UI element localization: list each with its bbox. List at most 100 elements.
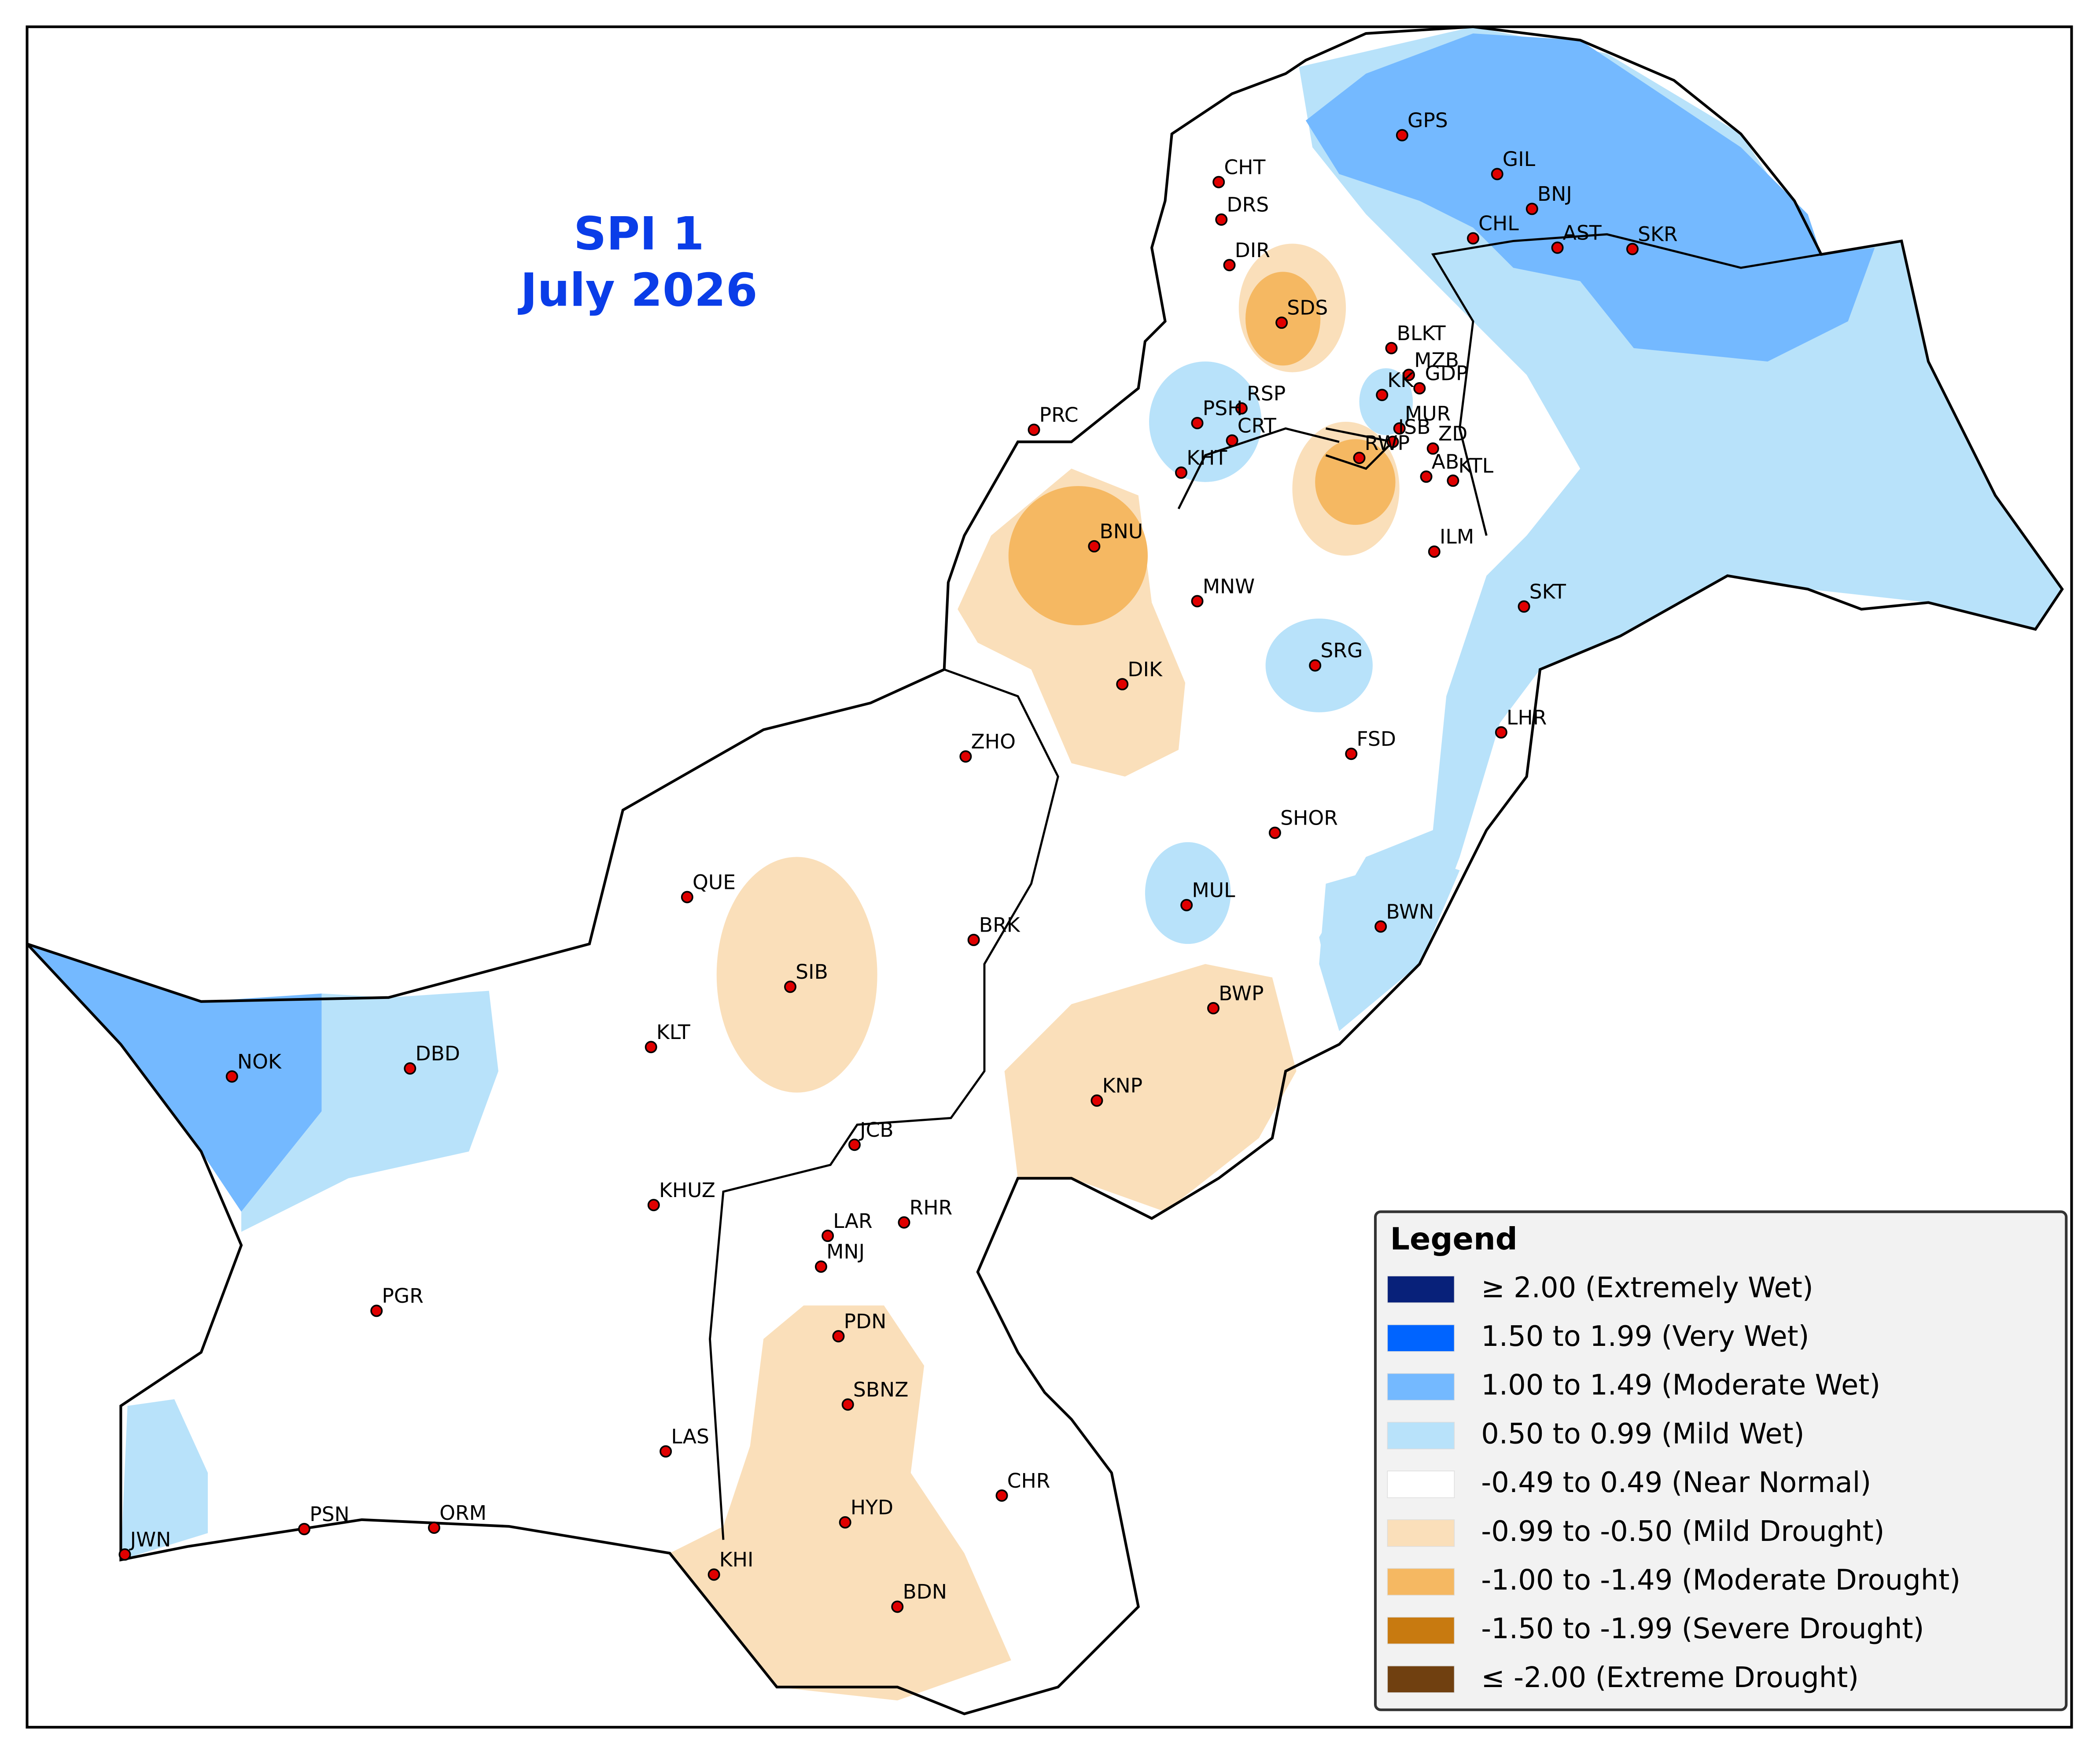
station-label: RHR xyxy=(910,1196,953,1219)
station-marker xyxy=(841,1398,854,1411)
station-label: ZD xyxy=(1438,422,1467,446)
station-marker xyxy=(1116,678,1129,691)
station-marker xyxy=(370,1304,383,1317)
station-label: GPS xyxy=(1407,109,1448,132)
station-label: KTL xyxy=(1459,454,1494,478)
station-marker xyxy=(839,1516,851,1529)
station-marker xyxy=(1226,434,1238,447)
station-marker xyxy=(1467,232,1480,245)
station-marker xyxy=(1088,540,1101,553)
station-label: MUL xyxy=(1192,879,1235,902)
station-marker xyxy=(1028,424,1040,436)
station-marker xyxy=(1551,241,1564,254)
station-marker xyxy=(1215,213,1228,226)
station-label: MNJ xyxy=(826,1240,865,1264)
station-label: SKT xyxy=(1529,580,1566,603)
station-marker xyxy=(707,1568,720,1581)
station-label: MZB xyxy=(1414,348,1459,372)
station-label: KK xyxy=(1387,368,1414,392)
station-label: KHT xyxy=(1186,446,1227,469)
station-marker xyxy=(1420,470,1433,483)
station-marker xyxy=(1223,259,1236,272)
station-label: GDP xyxy=(1425,362,1468,385)
station-marker xyxy=(1376,389,1389,402)
station-label: FSD xyxy=(1356,727,1396,751)
station-marker xyxy=(225,1070,238,1083)
station-label: ZHO xyxy=(971,730,1016,753)
station-label: CHL xyxy=(1478,212,1519,235)
station-marker xyxy=(1345,748,1358,760)
legend-swatch xyxy=(1387,1324,1455,1352)
station-marker xyxy=(1396,129,1408,142)
station-label: RSP xyxy=(1247,382,1286,405)
legend-swatch xyxy=(1387,1275,1455,1303)
station-label: SHOR xyxy=(1280,806,1338,829)
station-marker xyxy=(814,1260,827,1273)
station-label: KLT xyxy=(656,1021,690,1044)
station-label: SKR xyxy=(1638,222,1678,246)
spi-area xyxy=(1145,842,1231,944)
station-label: BNU xyxy=(1100,520,1143,543)
country-outline xyxy=(26,25,2064,1715)
station-label: LAR xyxy=(833,1209,872,1233)
station-label: PDN xyxy=(844,1310,887,1333)
legend: Legend ≥ 2.00 (Extremely Wet) 1.50 to 1.9… xyxy=(1374,1210,2068,1711)
station-marker xyxy=(967,933,980,946)
station-label: PRC xyxy=(1039,403,1079,427)
legend-label: -0.99 to -0.50 (Mild Drought) xyxy=(1481,1515,1884,1548)
station-marker xyxy=(822,1230,834,1242)
station-label: DBD xyxy=(415,1042,460,1065)
station-label: JWN xyxy=(129,1528,171,1551)
station-label: DRS xyxy=(1227,193,1269,217)
station-label: MNW xyxy=(1203,575,1255,598)
frame xyxy=(26,25,2073,1729)
station-marker xyxy=(1426,442,1439,455)
station-marker xyxy=(404,1062,416,1075)
spi-area xyxy=(716,857,877,1093)
station-label: BWP xyxy=(1219,982,1264,1005)
spi-area xyxy=(670,1305,1011,1701)
province-border xyxy=(709,233,1822,1540)
station-marker xyxy=(1518,600,1530,613)
station-label: CRT xyxy=(1238,414,1276,437)
legend-label: ≤ -2.00 (Extreme Drought) xyxy=(1481,1662,1859,1694)
station-label: PGR xyxy=(382,1284,424,1308)
station-marker xyxy=(1191,595,1204,608)
station-marker xyxy=(1212,176,1225,188)
station-marker xyxy=(1191,417,1204,430)
station-label: BLKT xyxy=(1397,321,1446,345)
station-marker xyxy=(428,1522,441,1534)
station-marker xyxy=(1447,474,1459,487)
spi-area xyxy=(1149,361,1262,482)
spi-area xyxy=(1305,33,1875,362)
station-marker xyxy=(118,1548,131,1561)
station-label: RWP xyxy=(1365,431,1410,455)
map-subtitle: July 2026 xyxy=(518,264,758,317)
station-marker xyxy=(1235,402,1248,415)
station-marker xyxy=(995,1489,1008,1502)
station-label: KNP xyxy=(1102,1074,1143,1098)
legend-label: ≥ 2.00 (Extremely Wet) xyxy=(1481,1271,1813,1304)
station-label: JCB xyxy=(858,1118,894,1142)
legend-swatch xyxy=(1387,1519,1455,1547)
legend-label: -1.00 to -1.49 (Moderate Drought) xyxy=(1481,1564,1960,1596)
station-label: AST xyxy=(1563,221,1602,244)
station-label: ORM xyxy=(439,1501,486,1525)
spi-area xyxy=(121,1399,208,1560)
legend-box xyxy=(1374,1210,2068,1711)
station-marker xyxy=(848,1139,861,1151)
station-label: GIL xyxy=(1503,147,1536,171)
station-marker xyxy=(647,1199,660,1212)
spi-area xyxy=(27,944,322,1212)
legend-swatch xyxy=(1387,1470,1455,1498)
station-marker xyxy=(898,1216,910,1229)
station-marker xyxy=(1309,659,1322,672)
station-marker xyxy=(1175,466,1188,479)
station-label: BNJ xyxy=(1537,182,1572,206)
station-marker xyxy=(832,1330,845,1343)
station-label: LHR xyxy=(1507,706,1547,729)
station-label: MUR xyxy=(1405,402,1451,425)
station-marker xyxy=(891,1600,904,1613)
station-marker xyxy=(1207,1002,1220,1015)
station-marker xyxy=(1413,382,1426,394)
